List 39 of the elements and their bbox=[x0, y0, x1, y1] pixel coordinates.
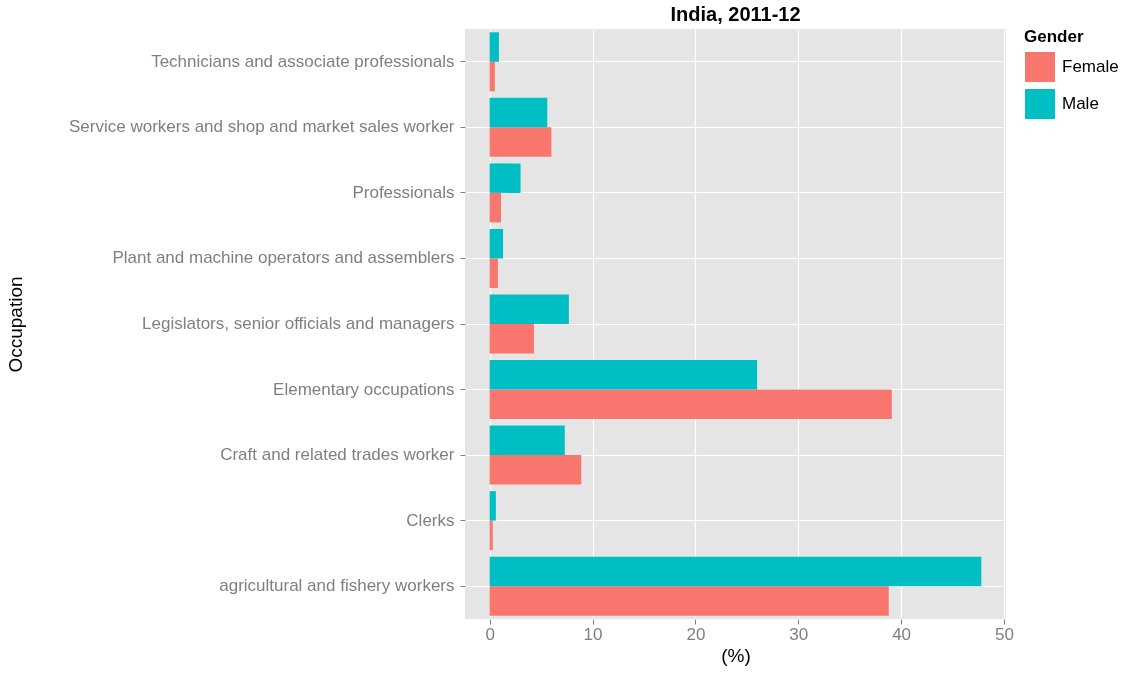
legend-label: Female bbox=[1062, 57, 1119, 76]
bar bbox=[489, 32, 499, 62]
legend-label: Male bbox=[1062, 94, 1099, 113]
y-tick-label: Professionals bbox=[352, 182, 455, 202]
bar bbox=[489, 258, 498, 288]
y-tick-label: Service workers and shop and market sales worker bbox=[69, 117, 455, 137]
y-axis-title: Occupation bbox=[4, 276, 26, 373]
bar bbox=[489, 127, 552, 157]
y-tick-label: agricultural and fishery workers bbox=[219, 576, 455, 596]
y-tick-label: Technicians and associate professionals bbox=[151, 51, 455, 71]
x-tick-label: 0 bbox=[485, 624, 495, 644]
bar bbox=[489, 586, 889, 616]
bar bbox=[489, 294, 569, 324]
bar bbox=[489, 324, 534, 354]
bar bbox=[489, 97, 548, 128]
x-tick-label: 40 bbox=[892, 624, 912, 644]
x-axis-title: (%) bbox=[721, 644, 751, 666]
bar bbox=[489, 163, 521, 193]
y-tick-label: Clerks bbox=[406, 510, 455, 530]
x-tick-label: 30 bbox=[789, 624, 809, 644]
y-tick-label: Craft and related trades worker bbox=[220, 445, 455, 465]
bar bbox=[489, 61, 495, 92]
bar bbox=[489, 228, 504, 259]
y-tick-label: Elementary occupations bbox=[273, 379, 455, 399]
y-tick-label: Plant and machine operators and assemblers bbox=[112, 248, 455, 268]
x-tick-label: 10 bbox=[583, 624, 603, 644]
bar bbox=[489, 360, 758, 390]
chart-title: India, 2011-12 bbox=[670, 3, 801, 25]
bar bbox=[489, 556, 982, 587]
legend-title: Gender bbox=[1024, 27, 1084, 46]
bar bbox=[489, 520, 493, 551]
y-tick-label: Legislators, senior officials and managers bbox=[142, 314, 455, 333]
bar bbox=[489, 425, 565, 456]
bar bbox=[489, 389, 892, 420]
bar bbox=[489, 192, 501, 223]
x-tick-label: 20 bbox=[686, 624, 706, 644]
x-tick-label: 50 bbox=[994, 624, 1014, 644]
bar bbox=[489, 491, 496, 521]
bar bbox=[489, 455, 582, 485]
